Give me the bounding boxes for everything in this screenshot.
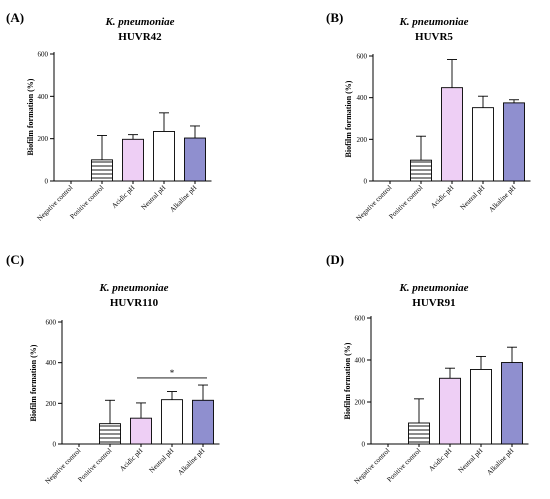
x-category-label: Negative control [353, 447, 392, 486]
x-category-label: Alkaline pH [487, 184, 517, 214]
y-axis-label: Biofilm formation (%) [343, 342, 352, 419]
x-category-label: Neutral pH [148, 447, 176, 475]
panel-label: (C) [6, 252, 24, 267]
x-category-label: Negative control [36, 184, 75, 223]
bar-acidic-ph [441, 87, 463, 182]
y-tick-label: 0 [45, 178, 49, 186]
y-tick-label: 200 [38, 135, 49, 143]
y-tick-label: 400 [355, 357, 366, 365]
x-category-label: Alkaline pH [485, 447, 515, 477]
bar-acidic-ph [130, 417, 152, 445]
bar-acidic-ph [122, 138, 144, 182]
chart-title-strain: HUVR42 [118, 31, 162, 43]
y-tick-label: 0 [362, 441, 366, 449]
bar-alkaline-ph [192, 399, 214, 445]
y-tick-label: 600 [38, 51, 49, 59]
bar-neutral-ph [470, 369, 492, 445]
chart-title-strain: HUVR5 [415, 31, 453, 43]
y-tick-label: 200 [46, 400, 57, 408]
bar-positive-control [408, 422, 430, 445]
chart-title-species: K. pneumoniae [104, 16, 174, 28]
x-category-label: Neutral pH [457, 447, 485, 475]
chart-title-species: K. pneumoniae [98, 282, 168, 294]
bar-neutral-ph [153, 131, 175, 182]
chart-panel: (D) K. pneumoniae HUVR91 Biofilm formation … [326, 252, 529, 486]
y-tick-label: 200 [355, 399, 366, 407]
bar-positive-control [99, 423, 121, 445]
chart-panel: (B) K. pneumoniae HUVR5 Biofilm formation (… [326, 10, 531, 223]
x-category-label: Neutral pH [459, 184, 487, 212]
chart-panel: (A) K. pneumoniae HUVR42 Biofilm formation … [6, 10, 212, 223]
panel-label: (D) [326, 252, 344, 267]
x-category-label: Acidic pH [427, 447, 453, 473]
bar-acidic-ph [439, 377, 461, 445]
y-axis-label: Biofilm formation (%) [29, 344, 38, 421]
bar-positive-control [91, 159, 113, 182]
y-axis-label: Biofilm formation (%) [26, 78, 35, 155]
panel-label: (A) [6, 10, 24, 25]
bar-positive-control [410, 159, 432, 182]
bar-alkaline-ph [184, 137, 206, 182]
y-tick-label: 400 [38, 93, 49, 101]
y-tick-label: 0 [364, 178, 368, 186]
chart-title-species: K. pneumoniae [398, 282, 468, 294]
y-tick-label: 600 [355, 315, 366, 323]
bar-neutral-ph [472, 107, 494, 182]
x-category-label: Acidic pH [429, 184, 455, 210]
y-tick-label: 0 [53, 441, 57, 449]
y-tick-label: 400 [357, 94, 368, 102]
y-tick-label: 600 [46, 319, 57, 327]
y-tick-label: 200 [357, 136, 368, 144]
y-tick-label: 600 [357, 53, 368, 61]
x-category-label: Acidic pH [110, 184, 136, 210]
chart-title-strain: HUVR91 [412, 297, 455, 309]
x-category-label: Alkaline pH [168, 184, 198, 214]
y-axis-label: Biofilm formation (%) [344, 80, 353, 157]
x-category-label: Negative control [44, 447, 83, 486]
significance-marker: * [170, 368, 175, 378]
x-category-label: Alkaline pH [176, 447, 206, 477]
bar-neutral-ph [161, 399, 183, 445]
y-tick-label: 400 [46, 359, 57, 367]
chart-title-strain: HUVR110 [110, 297, 159, 309]
x-category-label: Negative control [355, 184, 394, 223]
x-category-label: Acidic pH [118, 447, 144, 473]
bar-alkaline-ph [503, 102, 525, 182]
chart-title-species: K. pneumoniae [398, 16, 468, 28]
bar-alkaline-ph [501, 362, 523, 445]
x-category-label: Neutral pH [140, 184, 168, 212]
panel-label: (B) [326, 10, 343, 25]
chart-panel: (C) K. pneumoniae HUVR110 Biofilm formation… [6, 252, 220, 486]
